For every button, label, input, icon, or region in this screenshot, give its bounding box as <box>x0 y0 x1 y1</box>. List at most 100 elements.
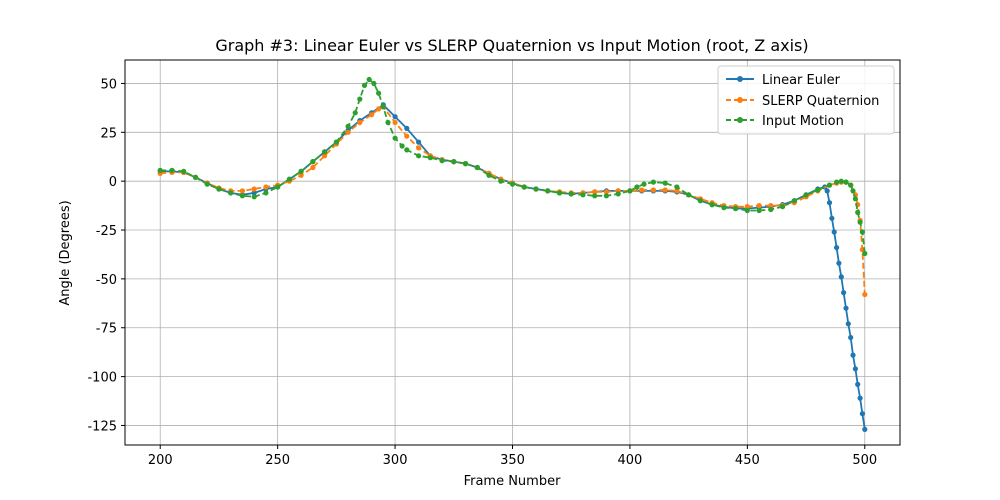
data-point-linear-euler <box>850 352 856 358</box>
legend-label-linear-euler: Linear Euler <box>762 73 841 88</box>
data-point-input-motion <box>357 96 363 102</box>
legend-label-slerp-quaternion: SLERP Quaternion <box>762 94 879 109</box>
data-point-slerp-quaternion <box>603 189 610 195</box>
data-point-input-motion <box>380 104 386 110</box>
data-point-input-motion <box>181 168 187 174</box>
data-point-input-motion <box>474 164 480 171</box>
y-tick-label: -50 <box>96 273 117 288</box>
data-point-input-motion <box>826 182 833 188</box>
data-point-input-motion <box>322 149 328 155</box>
y-tick-label: -100 <box>87 371 117 386</box>
data-point-input-motion <box>768 206 774 213</box>
y-tick-label: -75 <box>96 322 117 337</box>
y-tick-label: 0 <box>109 175 117 190</box>
legend-item-linear-euler: Linear Euler <box>726 73 841 88</box>
data-point-input-motion <box>641 181 647 187</box>
data-point-input-motion <box>650 179 657 185</box>
data-point-linear-euler <box>416 139 422 145</box>
data-point-input-motion <box>556 190 563 196</box>
data-point-input-motion <box>366 76 372 83</box>
x-tick-label: 350 <box>500 453 525 468</box>
data-point-input-motion <box>333 139 339 145</box>
data-point-slerp-quaternion <box>251 186 257 192</box>
data-point-input-motion <box>709 202 715 208</box>
data-point-input-motion <box>780 204 786 210</box>
data-point-linear-euler <box>251 190 257 196</box>
legend-marker-input-motion <box>737 117 743 123</box>
data-point-input-motion <box>733 205 739 212</box>
data-point-input-motion <box>228 190 234 196</box>
data-point-input-motion <box>345 123 351 129</box>
data-point-input-motion <box>310 159 316 165</box>
data-point-input-motion <box>580 192 586 198</box>
data-point-input-motion <box>791 198 797 204</box>
data-point-slerp-quaternion <box>369 112 375 118</box>
data-point-slerp-quaternion <box>404 133 410 139</box>
data-point-linear-euler <box>855 381 861 387</box>
data-point-linear-euler <box>852 366 859 372</box>
data-point-linear-euler <box>862 426 868 432</box>
data-point-slerp-quaternion <box>392 119 398 126</box>
data-point-slerp-quaternion <box>862 291 868 298</box>
y-axis-label: Angle (Degrees) <box>58 200 73 305</box>
data-point-input-motion <box>392 135 398 141</box>
data-point-slerp-quaternion <box>416 145 422 151</box>
data-point-input-motion <box>192 174 199 180</box>
x-tick-label: 450 <box>735 453 760 468</box>
data-point-slerp-quaternion <box>239 188 245 194</box>
data-point-input-motion <box>486 172 492 178</box>
data-point-input-motion <box>157 167 163 173</box>
y-tick-label: -125 <box>87 419 117 434</box>
data-point-slerp-quaternion <box>310 164 316 171</box>
data-point-linear-euler <box>836 260 842 266</box>
data-point-input-motion <box>439 158 445 164</box>
data-point-slerp-quaternion <box>768 203 774 209</box>
data-point-slerp-quaternion <box>662 187 668 193</box>
data-point-linear-euler <box>404 125 410 131</box>
data-point-input-motion <box>462 161 469 167</box>
data-point-linear-euler <box>841 290 847 296</box>
data-point-linear-euler <box>845 321 851 327</box>
data-point-input-motion <box>721 205 727 211</box>
data-point-linear-euler <box>843 305 849 311</box>
data-point-linear-euler <box>848 334 854 341</box>
data-point-input-motion <box>545 188 551 194</box>
data-point-slerp-quaternion <box>357 119 363 126</box>
data-point-input-motion <box>451 159 457 165</box>
data-point-input-motion <box>852 196 859 202</box>
data-point-input-motion <box>686 192 692 198</box>
data-point-linear-euler <box>834 245 840 251</box>
data-point-input-motion <box>848 182 854 188</box>
data-point-input-motion <box>756 207 762 214</box>
plot-area: 200 250 300 350 400 450 50050250-25-50-75-100-… <box>87 59 901 468</box>
legend-marker-linear-euler <box>737 76 743 82</box>
data-point-input-motion <box>204 181 210 187</box>
data-point-input-motion <box>859 229 866 235</box>
series-line-input-motion <box>160 78 866 254</box>
data-point-linear-euler <box>392 114 398 120</box>
data-point-linear-euler <box>824 188 830 194</box>
data-point-input-motion <box>239 193 245 199</box>
data-point-linear-euler <box>838 274 844 280</box>
data-point-input-motion <box>275 184 281 190</box>
data-point-input-motion <box>361 82 368 88</box>
data-point-linear-euler <box>829 215 835 221</box>
legend-item-input-motion: Input Motion <box>726 114 844 129</box>
x-tick-label: 500 <box>852 453 877 468</box>
data-point-input-motion <box>371 80 377 87</box>
data-point-input-motion <box>399 143 405 149</box>
legend-item-slerp-quaternion: SLERP Quaternion <box>726 94 879 109</box>
data-point-input-motion <box>697 198 704 204</box>
data-point-linear-euler <box>831 229 837 235</box>
data-point-input-motion <box>509 181 516 187</box>
data-point-slerp-quaternion <box>376 106 382 112</box>
data-point-input-motion <box>615 191 621 197</box>
data-point-input-motion <box>416 153 422 159</box>
legend-box <box>717 65 895 135</box>
data-point-input-motion <box>627 188 633 194</box>
y-tick-label: 50 <box>100 77 117 92</box>
data-point-slerp-quaternion <box>322 153 328 159</box>
data-point-slerp-quaternion <box>639 187 645 193</box>
data-point-input-motion <box>843 179 849 185</box>
data-point-input-motion <box>850 188 856 194</box>
